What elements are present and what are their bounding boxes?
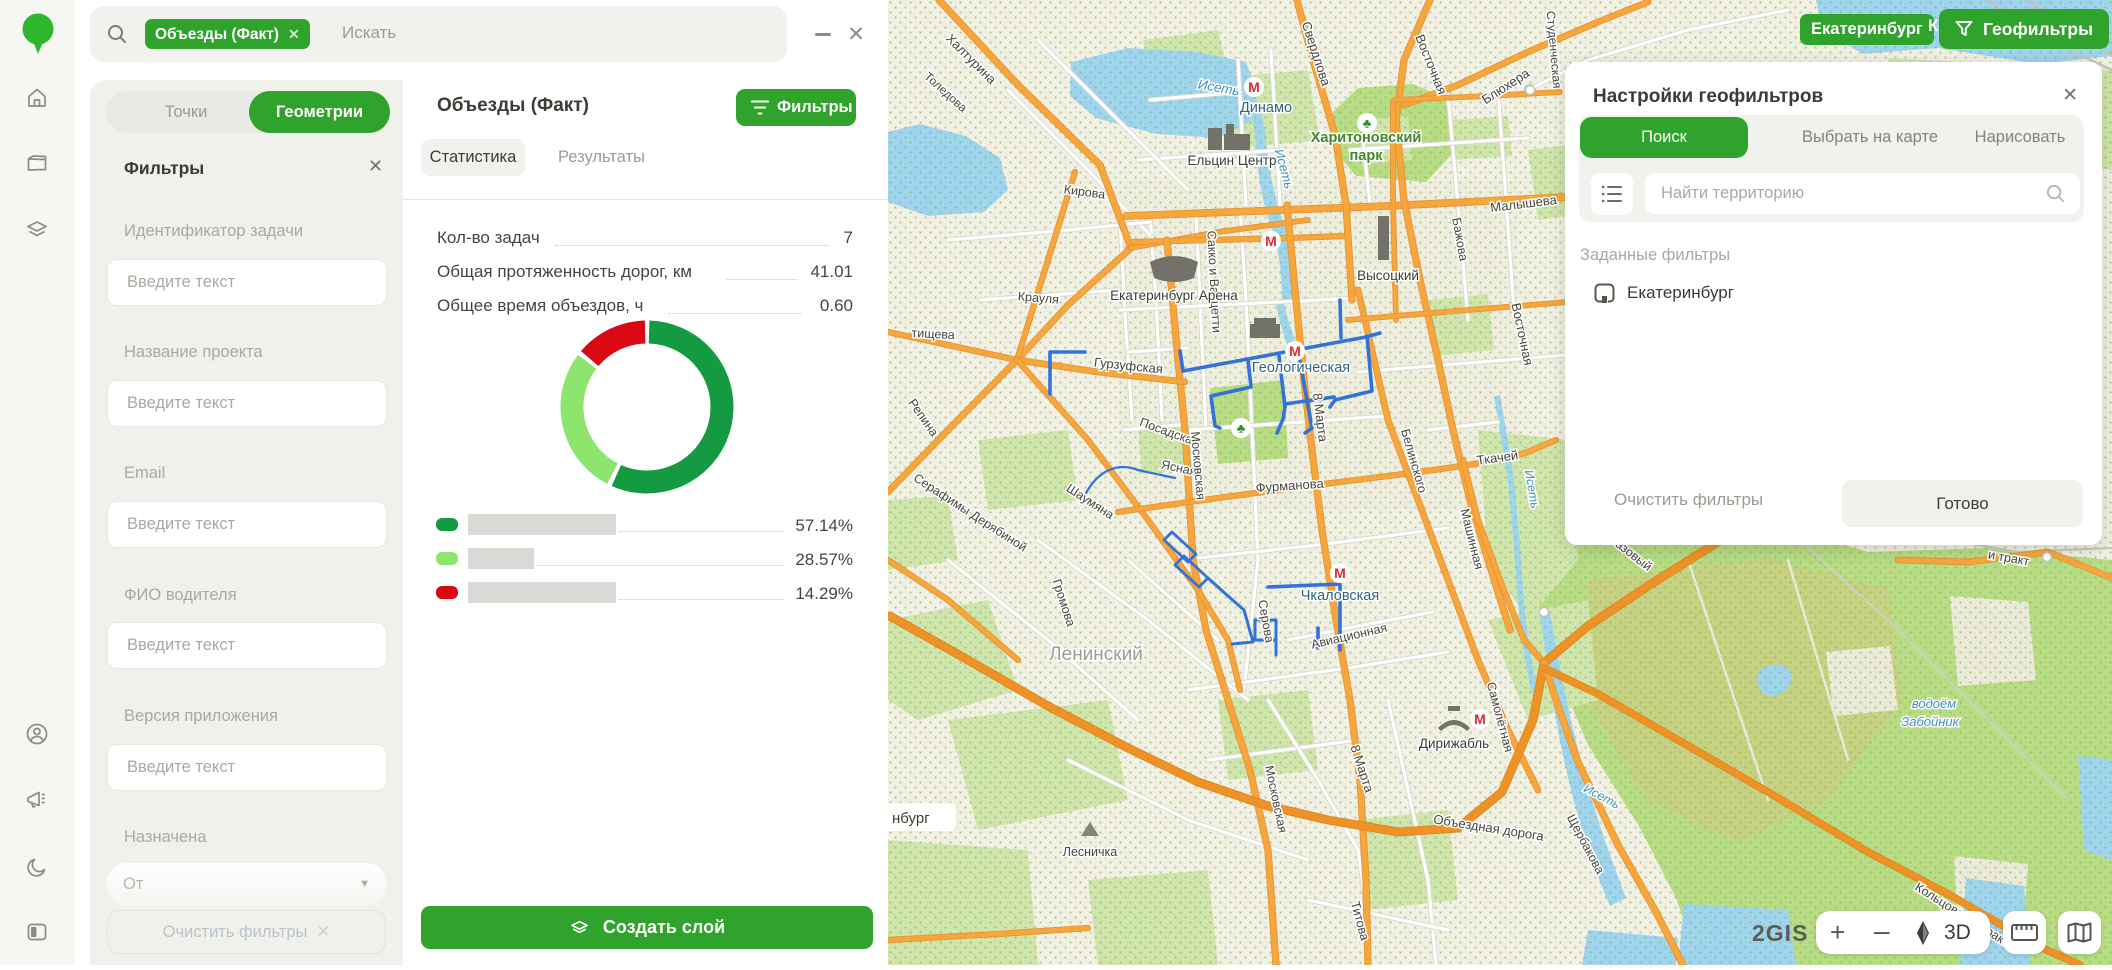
- svg-text:нбург: нбург: [892, 810, 930, 827]
- svg-text:Екатеринбург Арена: Екатеринбург Арена: [1110, 288, 1238, 303]
- svg-text:Харитоновский: Харитоновский: [1311, 130, 1422, 146]
- svg-text:М: М: [1248, 79, 1260, 95]
- svg-text:Ткачей: Ткачей: [1476, 447, 1519, 468]
- svg-text:М: М: [1265, 233, 1277, 249]
- svg-text:Фурманова: Фурманова: [1255, 476, 1325, 496]
- svg-text:Чкаловская: Чкаловская: [1301, 588, 1379, 604]
- svg-text:Ельцин Центр: Ельцин Центр: [1187, 153, 1276, 168]
- svg-text:Высоцкий: Высоцкий: [1357, 268, 1419, 283]
- svg-text:Геологическая: Геологическая: [1252, 360, 1350, 376]
- svg-text:Лесничка: Лесничка: [1063, 845, 1118, 859]
- svg-text:водоём: водоём: [1912, 696, 1956, 711]
- svg-text:Забойник: Забойник: [1901, 714, 1959, 729]
- svg-text:♣: ♣: [1363, 116, 1372, 131]
- svg-text:Динамо: Динамо: [1240, 100, 1292, 116]
- svg-text:♣: ♣: [1237, 421, 1246, 436]
- svg-text:М: М: [1474, 711, 1486, 727]
- svg-text:Сакко и Ванцетти: Сакко и Ванцетти: [1204, 230, 1223, 333]
- svg-text:тищева: тищева: [911, 326, 955, 342]
- svg-text:Ленинский: Ленинский: [1049, 644, 1143, 665]
- svg-text:М: М: [1289, 343, 1301, 359]
- svg-text:Дирижабль: Дирижабль: [1419, 736, 1489, 751]
- svg-text:М: М: [1334, 565, 1346, 581]
- svg-text:Крауля: Крауля: [1017, 289, 1059, 307]
- svg-text:парк: парк: [1350, 148, 1384, 164]
